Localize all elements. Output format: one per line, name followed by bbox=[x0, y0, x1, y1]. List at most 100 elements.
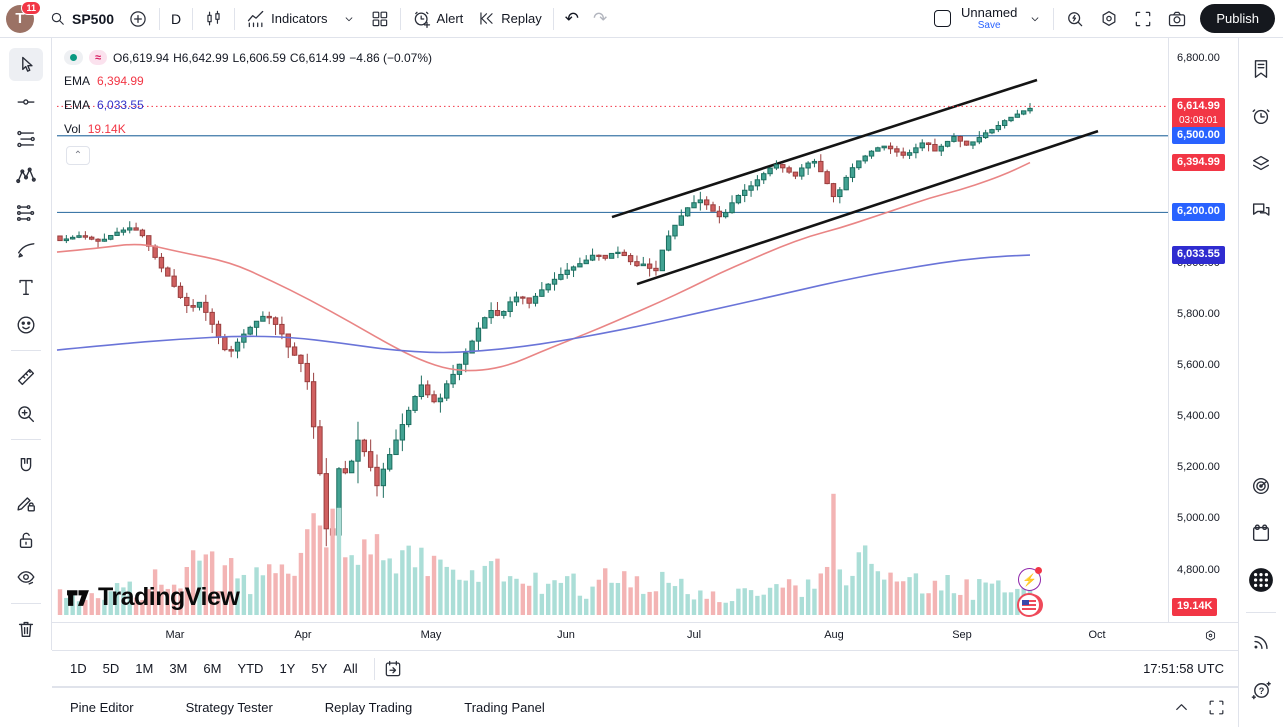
chart-canvas[interactable] bbox=[52, 38, 1168, 622]
tool-trend-line[interactable] bbox=[9, 85, 43, 118]
chevron-down-icon bbox=[1028, 12, 1042, 26]
chart-settings-button[interactable] bbox=[1092, 5, 1126, 33]
quick-search-button[interactable] bbox=[1058, 5, 1092, 33]
data-mode-pill[interactable]: ≈ bbox=[89, 50, 108, 65]
go-to-date-icon[interactable] bbox=[383, 659, 403, 679]
right-sidebar: ? bbox=[1238, 38, 1283, 727]
news-event-icon[interactable]: ⚡ bbox=[1018, 567, 1042, 591]
replay-button[interactable]: Replay bbox=[470, 5, 548, 32]
us-market-event-icon[interactable] bbox=[1017, 593, 1041, 617]
panel-maximize-icon[interactable] bbox=[1207, 698, 1226, 717]
toolbar-divider bbox=[10, 439, 41, 441]
tool-magnet[interactable] bbox=[9, 449, 43, 482]
range-3m[interactable]: 3M bbox=[169, 661, 188, 676]
range-1y[interactable]: 1Y bbox=[279, 661, 296, 676]
range-5y[interactable]: 5Y bbox=[311, 661, 328, 676]
layout-name-button[interactable]: Unnamed Save bbox=[957, 4, 1021, 33]
snapshot-button[interactable] bbox=[1160, 5, 1194, 33]
sidebar-divider bbox=[1246, 612, 1276, 613]
fullscreen-button[interactable] bbox=[1126, 5, 1160, 33]
countdown: 03:08:01 bbox=[1178, 115, 1218, 127]
toolbar-divider bbox=[373, 657, 375, 680]
panel-calendar-button[interactable] bbox=[1244, 516, 1278, 550]
indicators-templates-caret[interactable] bbox=[335, 8, 363, 30]
alert-label: Alert bbox=[436, 11, 464, 26]
panel-screener-button[interactable] bbox=[1244, 469, 1278, 503]
symbol-search-button[interactable]: SP500 bbox=[42, 6, 121, 32]
forecast-icon bbox=[15, 202, 37, 224]
panel-watchlist-button[interactable] bbox=[1244, 52, 1278, 86]
layout-select-checkbox[interactable] bbox=[933, 10, 951, 27]
ruler-icon bbox=[15, 366, 37, 388]
market-status-pill[interactable] bbox=[64, 50, 83, 65]
indicator-row[interactable]: EMA 6,033.55 bbox=[64, 97, 432, 113]
replay-icon bbox=[477, 9, 496, 28]
range-5d[interactable]: 5D bbox=[102, 661, 120, 676]
indicators-button[interactable]: Indicators bbox=[239, 5, 334, 33]
clock-utc[interactable]: 17:51:58 UTC bbox=[1143, 661, 1224, 676]
tool-xabcd-pattern[interactable] bbox=[9, 159, 43, 192]
panel-object-tree-button[interactable] bbox=[1244, 146, 1278, 180]
layout-menu-caret[interactable] bbox=[1021, 8, 1049, 30]
tool-text[interactable] bbox=[9, 271, 43, 304]
interval-button[interactable]: D bbox=[164, 7, 188, 31]
range-1m[interactable]: 1M bbox=[135, 661, 154, 676]
publish-button[interactable]: Publish bbox=[1200, 4, 1275, 33]
redo-button[interactable]: ↷ bbox=[586, 6, 614, 31]
range-1d[interactable]: 1D bbox=[70, 661, 87, 676]
chart-region: ≈ O6,619.94 H6,642.99 L6,606.59 C6,614.9… bbox=[52, 38, 1238, 650]
compare-add-symbol-button[interactable] bbox=[121, 5, 155, 33]
panel-apps-grid-button[interactable] bbox=[1244, 563, 1278, 597]
price-axis[interactable]: 6,800.006,000.005,800.005,600.005,400.00… bbox=[1168, 38, 1238, 622]
month-label: Mar bbox=[165, 629, 185, 641]
time-axis[interactable]: Mar Apr May Jun Jul Aug Sep Oct bbox=[52, 622, 1238, 650]
grid-layout-button[interactable] bbox=[363, 5, 396, 32]
panel-alerts-button[interactable] bbox=[1244, 99, 1278, 133]
watchlist-icon bbox=[1250, 58, 1272, 80]
tool-hide-all-drawings[interactable] bbox=[9, 561, 43, 594]
tradingview-watermark: TradingView bbox=[66, 583, 240, 612]
axis-settings-gear-icon[interactable] bbox=[1203, 628, 1218, 643]
tool-lock-all-drawings[interactable] bbox=[9, 524, 43, 557]
panel-help-button[interactable]: ? bbox=[1244, 672, 1278, 706]
toolbar-divider bbox=[10, 602, 41, 604]
panel-chat-button[interactable] bbox=[1244, 193, 1278, 227]
toolbar-divider bbox=[234, 7, 236, 30]
price-tick: 4,800.00 bbox=[1177, 563, 1220, 576]
toolbar-divider bbox=[159, 7, 161, 30]
range-all[interactable]: All bbox=[343, 661, 358, 676]
panel-broadcast-button[interactable] bbox=[1244, 625, 1278, 659]
tab-replay-trading[interactable]: Replay Trading bbox=[324, 700, 413, 715]
indicator-row[interactable]: Vol 19.14K bbox=[64, 121, 432, 137]
tool-brush[interactable] bbox=[9, 234, 43, 267]
price-tick: 5,600.00 bbox=[1177, 358, 1220, 371]
tool-fib-retracement[interactable] bbox=[9, 122, 43, 155]
indicators-label: Indicators bbox=[271, 11, 328, 26]
price-tick: 5,200.00 bbox=[1177, 461, 1220, 474]
tool-cursor[interactable] bbox=[8, 48, 43, 82]
range-ytd[interactable]: YTD bbox=[237, 661, 264, 676]
tool-emoji[interactable] bbox=[9, 308, 43, 341]
chart-style-button[interactable] bbox=[197, 5, 230, 32]
emoji-icon bbox=[15, 314, 37, 336]
range-6m[interactable]: 6M bbox=[203, 661, 222, 676]
tab-pine-editor[interactable]: Pine Editor bbox=[70, 700, 134, 715]
tool-remove-objects[interactable] bbox=[9, 613, 43, 646]
panel-expand-chevron-icon[interactable] bbox=[1172, 698, 1191, 717]
undo-button[interactable]: ↶ bbox=[558, 6, 586, 31]
candles-icon bbox=[204, 9, 223, 28]
tool-forecast[interactable] bbox=[9, 197, 43, 230]
alert-button[interactable]: Alert bbox=[405, 5, 471, 33]
tab-strategy-tester[interactable]: Strategy Tester bbox=[185, 700, 273, 715]
indicators-icon bbox=[246, 9, 266, 29]
tool-zoom-in[interactable] bbox=[9, 397, 43, 430]
tool-ruler[interactable] bbox=[9, 360, 43, 393]
user-menu-button[interactable]: T 11 bbox=[6, 0, 41, 33]
tab-trading-panel[interactable]: Trading Panel bbox=[464, 700, 545, 715]
indicator-row[interactable]: EMA 6,394.99 bbox=[64, 73, 432, 89]
camera-icon bbox=[1167, 9, 1187, 29]
legend-collapse-button[interactable]: ⌃ bbox=[66, 146, 90, 165]
interval-label: D bbox=[171, 10, 182, 27]
tool-drawing-mode-lock[interactable] bbox=[9, 486, 43, 519]
